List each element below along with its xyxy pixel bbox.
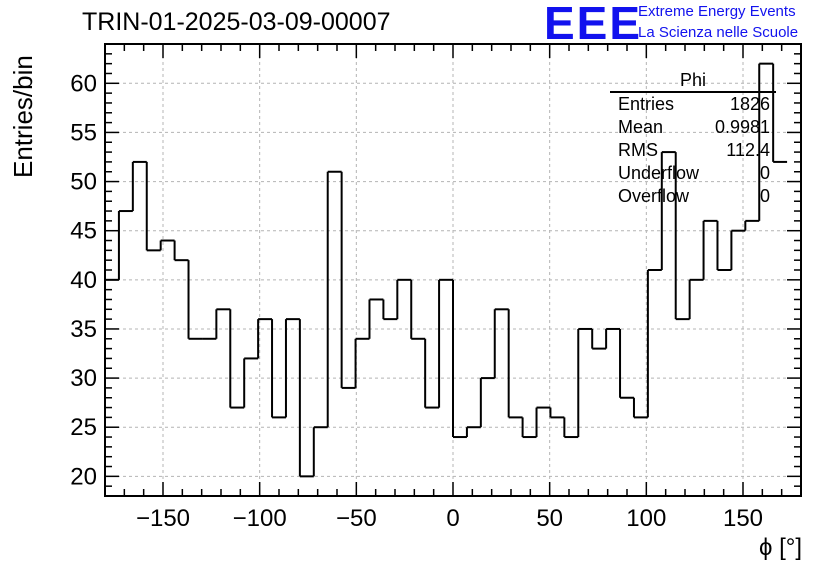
y-tick-label: 45 — [70, 218, 97, 245]
stats-label: RMS — [618, 140, 658, 160]
stats-value: 0 — [759, 163, 770, 183]
y-tick-label: 25 — [70, 414, 97, 441]
logo-tagline-2: La Scienza nelle Scuole — [638, 24, 799, 41]
stats-box: Phi Entries 1826 Mean 0.9981 RMS 112.4 U… — [610, 70, 776, 208]
x-tick-label: −150 — [136, 505, 190, 532]
x-tick-label: 150 — [723, 505, 763, 532]
y-tick-label: 50 — [70, 169, 97, 196]
x-tick-label: 100 — [626, 505, 666, 532]
stats-row-rms: RMS 112.4 — [610, 139, 776, 162]
y-tick-label: 55 — [70, 119, 97, 146]
stats-row-mean: Mean 0.9981 — [610, 116, 776, 139]
stats-value: 1826 — [729, 94, 770, 114]
stats-value: 0.9981 — [714, 117, 770, 137]
x-tick-label: −100 — [233, 505, 287, 532]
y-axis-label: Entries/bin — [8, 55, 38, 178]
eee-logo: EEE — [544, 0, 643, 49]
y-tick-label: 40 — [70, 267, 97, 294]
y-tick-label: 20 — [70, 463, 97, 490]
x-axis-label: ϕ [°] — [758, 534, 802, 561]
stats-title: Phi — [610, 70, 776, 93]
stats-value: 112.4 — [726, 140, 770, 160]
stats-label: Underflow — [618, 163, 700, 183]
y-tick-label: 60 — [70, 70, 97, 97]
stats-value: 0 — [759, 186, 770, 206]
run-title: TRIN-01-2025-03-09-00007 — [82, 8, 391, 36]
y-tick-label: 30 — [70, 365, 97, 392]
stats-row-underflow: Underflow 0 — [610, 162, 776, 185]
stats-label: Overflow — [618, 186, 690, 206]
stats-label: Mean — [618, 117, 664, 137]
x-tick-label: 0 — [446, 505, 459, 532]
stats-row-entries: Entries 1826 — [610, 93, 776, 116]
x-tick-label: 50 — [536, 505, 563, 532]
logo-tagline-1: Extreme Energy Events — [638, 3, 796, 20]
y-tick-label: 35 — [70, 316, 97, 343]
axis-ticks — [104, 43, 802, 497]
tick-labels: −150 −100 −50 0 50 100 150 20 25 30 35 40 45 50 55 60 — [70, 70, 763, 532]
stats-label: Entries — [618, 94, 675, 114]
x-tick-label: −50 — [336, 505, 377, 532]
histogram-bars — [104, 62, 788, 496]
stats-row-overflow: Overflow 0 — [610, 185, 776, 208]
